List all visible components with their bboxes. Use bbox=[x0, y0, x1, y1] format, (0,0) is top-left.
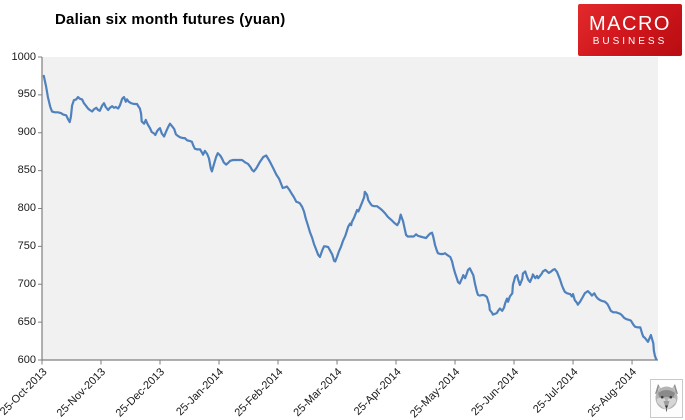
y-axis-tick-label: 750 bbox=[17, 239, 36, 252]
x-axis-tick-label: 25-Jan-2014 bbox=[174, 366, 227, 419]
logo-text-business: BUSINESS bbox=[592, 35, 668, 47]
y-axis-tick-label: 950 bbox=[17, 88, 36, 101]
x-axis-tick-label: 25-Oct-2013 bbox=[0, 366, 50, 418]
logo-text-macro: MACRO bbox=[589, 12, 671, 35]
chart-title: Dalian six month futures (yuan) bbox=[55, 11, 286, 28]
y-axis-tick-label: 800 bbox=[17, 202, 36, 214]
x-axis-tick-label: 25-Mar-2014 bbox=[291, 366, 345, 420]
y-axis-tick-label: 850 bbox=[17, 164, 36, 177]
y-axis-tick-label: 650 bbox=[17, 315, 36, 328]
x-axis-tick-label: 25-Dec-2013 bbox=[114, 366, 168, 420]
plot-area bbox=[42, 57, 658, 360]
x-axis-tick-label: 25-Nov-2013 bbox=[55, 366, 109, 420]
macrobusiness-logo: MACRO BUSINESS bbox=[578, 4, 682, 56]
x-axis-tick-label: 25-Jun-2014 bbox=[469, 366, 522, 419]
y-axis-tick-label: 700 bbox=[17, 277, 36, 290]
y-axis-tick-label: 1000 bbox=[11, 50, 36, 63]
wolf-logo-icon bbox=[650, 379, 683, 418]
y-axis-tick-label: 900 bbox=[17, 126, 36, 139]
x-axis-tick-label: 25-Aug-2014 bbox=[586, 366, 640, 420]
y-axis-tick-label: 600 bbox=[17, 353, 36, 366]
wolf-head-graphic bbox=[655, 384, 678, 412]
x-axis-tick-label: 25-Feb-2014 bbox=[232, 366, 286, 420]
x-axis-tick-label: 25-May-2014 bbox=[408, 366, 463, 420]
x-axis-tick-label: 25-Jul-2014 bbox=[530, 366, 581, 416]
x-axis-tick-label: 25-Apr-2014 bbox=[351, 366, 404, 418]
